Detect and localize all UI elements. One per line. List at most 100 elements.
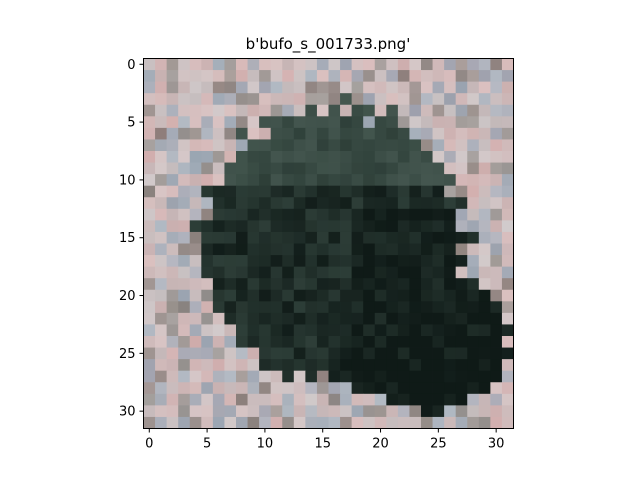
image-pixel (247, 266, 260, 279)
image-pixel (293, 243, 306, 256)
image-pixel (212, 104, 225, 117)
image-pixel (386, 416, 399, 429)
image-pixel (467, 382, 480, 395)
image-pixel (409, 116, 422, 129)
image-pixel (236, 127, 248, 140)
image-pixel (247, 370, 260, 383)
image-pixel (397, 127, 410, 140)
image-pixel (363, 301, 376, 314)
image-pixel (386, 359, 399, 372)
x-tick-label: 10 (257, 437, 274, 452)
image-pixel (143, 393, 156, 406)
image-pixel (259, 58, 272, 71)
image-pixel (259, 93, 272, 106)
image-pixel (478, 93, 491, 106)
image-pixel (478, 255, 491, 268)
image-pixel (455, 162, 468, 175)
image-pixel (409, 151, 422, 163)
image-pixel (224, 151, 237, 163)
image-pixel (409, 312, 422, 325)
image-pixel (212, 405, 225, 418)
image-pixel (155, 301, 168, 314)
image-pixel (293, 93, 306, 106)
image-pixel (305, 116, 318, 129)
image-pixel (490, 243, 503, 256)
image-pixel (432, 185, 445, 198)
image-pixel (155, 416, 168, 429)
image-pixel (351, 116, 364, 129)
image-pixel (455, 312, 468, 325)
image-pixel (340, 70, 353, 83)
image-pixel (478, 301, 491, 314)
image-pixel (467, 104, 480, 117)
image-pixel (374, 139, 387, 152)
image-pixel (409, 382, 422, 395)
image-pixel (155, 405, 168, 418)
image-pixel (351, 174, 364, 187)
image-pixel (189, 393, 202, 406)
image-pixel (432, 231, 445, 244)
image-pixel (236, 266, 248, 279)
image-pixel (178, 81, 191, 94)
image-pixel (270, 174, 283, 187)
image-pixel (490, 151, 503, 163)
image-pixel (166, 162, 179, 175)
image-pixel (351, 312, 364, 325)
image-pixel (316, 405, 329, 418)
image-pixel (374, 416, 387, 429)
image-pixel (363, 197, 376, 210)
image-pixel (455, 301, 468, 314)
image-pixel (490, 220, 503, 233)
image-pixel (340, 393, 353, 406)
image-pixel (189, 231, 202, 244)
image-pixel (374, 81, 387, 94)
image-pixel (397, 255, 410, 268)
image-pixel (305, 289, 318, 302)
image-pixel (270, 255, 283, 268)
image-pixel (189, 324, 202, 337)
image-pixel (397, 81, 410, 94)
image-pixel (270, 127, 283, 140)
image-pixel (351, 370, 364, 383)
image-pixel (501, 93, 514, 106)
image-pixel (444, 116, 457, 129)
image-pixel (270, 393, 283, 406)
image-pixel (189, 116, 202, 129)
image-pixel (397, 301, 410, 314)
image-pixel (432, 266, 445, 279)
image-pixel (374, 104, 387, 117)
image-pixel (189, 220, 202, 233)
image-pixel (478, 104, 491, 117)
image-pixel (189, 151, 202, 163)
image-pixel (155, 336, 168, 348)
image-pixel (282, 289, 295, 302)
image-pixel (224, 197, 237, 210)
image-pixel (270, 185, 283, 198)
image-pixel (363, 266, 376, 279)
image-pixel (386, 312, 399, 325)
image-pixel (478, 278, 491, 291)
image-pixel (421, 70, 433, 83)
image-pixel (236, 393, 248, 406)
image-pixel (421, 139, 433, 152)
image-pixel (421, 382, 433, 395)
image-pixel (351, 405, 364, 418)
image-pixel (421, 336, 433, 348)
image-pixel (166, 393, 179, 406)
image-pixel (305, 174, 318, 187)
image-pixel (178, 347, 191, 360)
image-pixel (293, 255, 306, 268)
image-pixel (155, 359, 168, 372)
image-pixel (409, 197, 422, 210)
image-pixel (212, 185, 225, 198)
image-pixel (478, 174, 491, 187)
image-pixel (143, 382, 156, 395)
image-pixel (224, 370, 237, 383)
image-pixel (351, 58, 364, 71)
image-pixel (247, 127, 260, 140)
image-pixel (259, 81, 272, 94)
image-pixel (201, 185, 214, 198)
image-pixel (432, 382, 445, 395)
image-pixel (247, 58, 260, 71)
image-pixel (247, 162, 260, 175)
